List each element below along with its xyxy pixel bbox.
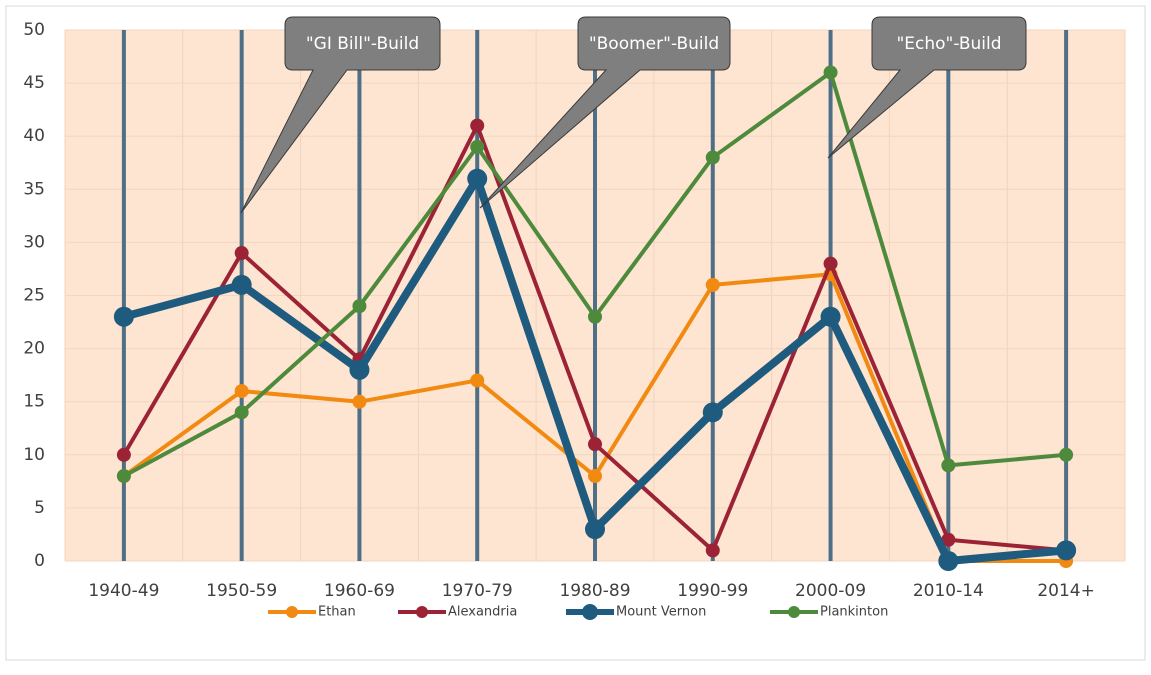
x-tick-label: 2014+ [1037, 581, 1095, 601]
marker [588, 469, 602, 484]
marker [231, 274, 252, 295]
marker [705, 543, 720, 558]
callout [827, 16, 1027, 159]
marker [467, 168, 488, 189]
marker [470, 373, 485, 388]
marker [352, 394, 367, 409]
marker [941, 532, 956, 547]
x-tick-label: 2000-09 [795, 581, 866, 601]
marker [820, 306, 841, 327]
marker [585, 519, 605, 540]
y-tick-label: 35 [23, 179, 45, 199]
y-tick-label: 40 [23, 126, 45, 146]
x-tick-label: 1990-99 [677, 581, 748, 601]
callout-text: "Boomer"-Build [589, 34, 719, 54]
marker [1056, 540, 1077, 561]
marker [234, 405, 249, 420]
marker [116, 447, 131, 462]
x-tick-label: 1960-69 [324, 581, 395, 601]
x-tick-label: 1940-49 [88, 581, 159, 601]
y-tick-label: 45 [23, 73, 45, 93]
y-tick-label: 30 [23, 232, 45, 252]
marker [470, 139, 485, 154]
y-tick-label: 25 [23, 286, 45, 306]
legend-label: Ethan [318, 605, 356, 620]
marker [702, 402, 723, 423]
x-tick-label: 1970-79 [442, 581, 513, 601]
marker [823, 256, 838, 271]
callout-text: "Echo"-Build [896, 34, 1001, 54]
marker [705, 277, 720, 292]
marker [349, 359, 370, 380]
y-tick-label: 20 [23, 339, 45, 359]
marker [1059, 447, 1074, 462]
legend-marker [416, 606, 428, 618]
legend-marker [788, 606, 800, 618]
y-tick-label: 10 [23, 445, 45, 465]
marker [823, 65, 838, 80]
marker [116, 469, 131, 484]
x-tick-label: 1980-89 [559, 581, 630, 601]
marker [234, 246, 249, 261]
legend-label: Alexandria [448, 605, 517, 620]
marker [588, 437, 602, 452]
y-tick-label: 15 [23, 392, 45, 412]
marker [234, 384, 249, 399]
marker [941, 458, 956, 473]
marker [588, 309, 602, 324]
callout-text: "GI Bill"-Build [306, 34, 419, 54]
callout [479, 16, 731, 209]
x-tick-label: 2010-14 [913, 581, 984, 601]
marker [938, 551, 959, 571]
y-tick-label: 0 [34, 551, 45, 571]
callout [240, 16, 441, 214]
marker [705, 150, 720, 165]
marker [352, 299, 367, 314]
legend-label: Mount Vernon [616, 605, 706, 620]
x-tick-label: 1950-59 [206, 581, 277, 601]
marker [470, 118, 485, 133]
legend-label: Plankinton [820, 605, 888, 620]
marker [113, 306, 134, 327]
legend-marker [286, 606, 298, 618]
legend-marker [582, 604, 598, 620]
y-tick-label: 5 [34, 498, 45, 518]
y-tick-label: 50 [23, 20, 45, 40]
